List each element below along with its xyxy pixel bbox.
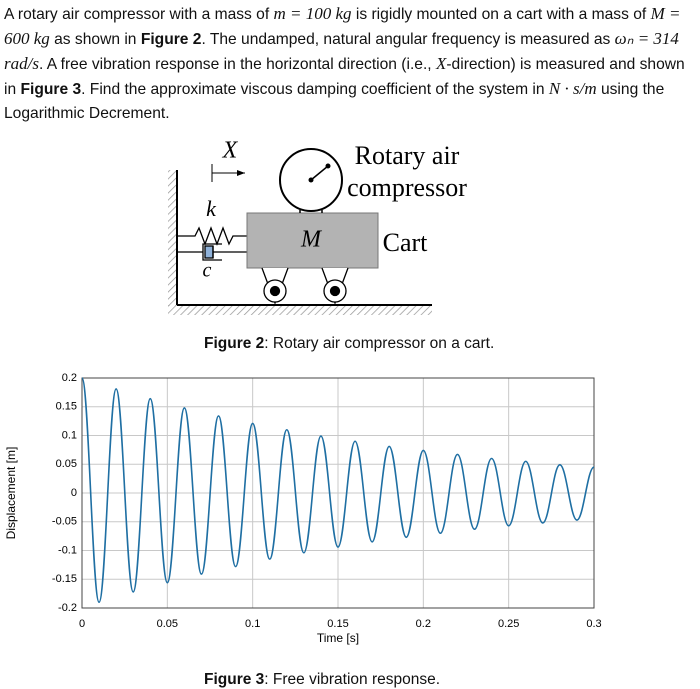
text-plain: using the Logarithmic Decrement. [4, 81, 665, 122]
text-plain: A rotary air compressor with a mass of [4, 6, 274, 23]
text-plain: . Find the approximate viscous damping c… [81, 81, 549, 98]
figure-2-caption: Figure 2: Rotary air compressor on a car… [204, 335, 494, 353]
response-line [81, 377, 595, 604]
compressor-pivot [308, 177, 314, 183]
y-tick-label: 0.2 [62, 372, 77, 384]
label-compressor: compressor [347, 173, 467, 202]
figure-3-chart: 0.20.150.10.050-0.05-0.1-0.15-0.20 0.05 0.… [4, 372, 601, 645]
label-compressor: Rotary air [355, 141, 460, 170]
y-tick-label: 0.05 [56, 458, 77, 470]
wall-hatch [168, 170, 177, 306]
x-tick-label: 0 [79, 618, 85, 630]
caption-text: : Free vibration response. [264, 671, 441, 688]
y-axis-label: Displacement [m] [4, 447, 18, 540]
x-tick-label: 0.25 [498, 618, 519, 630]
text-math: M = 600 kg [4, 4, 681, 48]
label-k: k [206, 196, 217, 221]
text-bold: Figure 2 [140, 31, 202, 48]
text-plain: . A free vibration response in the horiz… [38, 56, 436, 73]
x-tick-label: 0.1 [245, 618, 260, 630]
spring [177, 226, 247, 246]
problem-text: A rotary air compressor with a mass of m… [4, 2, 694, 126]
damper [177, 243, 247, 261]
text-plain: is rigidly mounted on a cart with a mass… [351, 6, 651, 23]
y-tick-label: -0.1 [58, 544, 77, 556]
label-c: c [203, 260, 212, 282]
x-arrowhead [237, 170, 245, 176]
label-mass: M [300, 227, 323, 253]
label-x: X [222, 138, 239, 164]
text-plain: as shown in [49, 31, 141, 48]
caption-label: Figure 3 [204, 671, 265, 688]
text-plain: -direction) is measured and shown in [4, 56, 685, 98]
text-math: m = 100 kg [273, 4, 352, 23]
floor-hatch [168, 305, 432, 315]
y-tick-label: -0.15 [52, 573, 77, 585]
text-math: ωₙ = 314 rad/s [4, 29, 679, 73]
caption-text: : Rotary air compressor on a cart. [264, 335, 495, 352]
x-tick-label: 0.2 [416, 618, 431, 630]
y-tick-label: 0 [71, 487, 77, 499]
text-bold: Figure 3 [20, 81, 82, 98]
label-cart: Cart [383, 228, 429, 257]
figure-3-caption: Figure 3: Free vibration response. [204, 671, 440, 689]
compressor-arm [310, 165, 329, 181]
y-tick-label: -0.2 [58, 602, 77, 614]
plot-frame [81, 377, 595, 609]
x-tick-label: 0.05 [157, 618, 178, 630]
caption-label: Figure 2 [204, 335, 265, 352]
cart-body [246, 212, 379, 269]
y-tick-label: 0.15 [56, 401, 77, 413]
x-tick-label: 0.3 [586, 618, 601, 630]
figure-2-diagram: X k c M Rotary air compressor Cart [168, 138, 467, 315]
text-plain: . The undamped, natural angular frequenc… [201, 31, 615, 48]
text-math: N · s/m [548, 79, 597, 98]
wheels [261, 267, 349, 305]
compressor-mass [325, 163, 331, 169]
text-math: X [435, 54, 447, 73]
x-tick-label: 0.15 [327, 618, 348, 630]
y-tick-label: 0.1 [62, 429, 77, 441]
x-axis-label: Time [s] [317, 631, 359, 645]
y-tick-label: -0.05 [52, 516, 77, 528]
